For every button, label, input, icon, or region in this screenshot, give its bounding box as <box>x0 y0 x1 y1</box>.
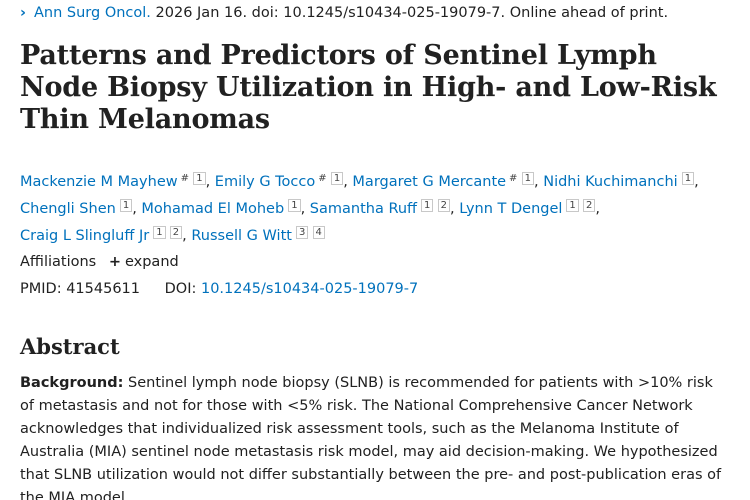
chevron-right-icon[interactable]: › <box>20 5 26 21</box>
author-affiliation-marks[interactable]: 1 <box>287 199 301 212</box>
background-text: Sentinel lymph node biopsy (SLNB) is rec… <box>20 375 722 500</box>
author-item: Russell G Witt 3 4 <box>191 226 325 244</box>
citation-line: › Ann Surg Oncol. 2026 Jan 16. doi: 10.12… <box>20 3 668 23</box>
author-list: Mackenzie M Mayhew # 1, Emily G Tocco # 1,… <box>20 172 699 244</box>
author-item: Craig L Slingluff Jr 1 2 <box>20 226 183 244</box>
author-affiliation-marks[interactable]: # 1 <box>509 172 534 185</box>
author-affiliation-marks[interactable]: 1 2 <box>420 199 450 212</box>
expand-affiliations-button[interactable]: + expand <box>109 254 179 270</box>
author-link[interactable]: Samantha Ruff <box>309 201 418 217</box>
author-link[interactable]: Nidhi Kuchimanchi <box>543 174 678 190</box>
affiliations-row: Affiliations + expand <box>20 252 179 272</box>
author-item: Emily G Tocco # 1 <box>214 172 344 190</box>
author-affiliation-marks[interactable]: # 1 <box>318 172 344 185</box>
abstract-heading: Abstract <box>20 334 120 359</box>
author-affiliation-marks[interactable]: 1 <box>681 172 695 185</box>
pmid-value: 41545611 <box>66 281 141 297</box>
author-affiliation-marks[interactable]: 1 2 <box>565 199 596 212</box>
author-link[interactable]: Mohamad El Moheb <box>141 201 285 217</box>
expand-label: expand <box>124 254 179 270</box>
page-title: Patterns and Predictors of Sentinel Lymp… <box>20 40 717 135</box>
abstract-background: Background: Sentinel lymph node biopsy (… <box>20 372 725 500</box>
author-link[interactable]: Emily G Tocco <box>214 174 316 190</box>
author-item: Lynn T Dengel 1 2 <box>459 199 596 217</box>
author-item: Margaret G Mercante # 1 <box>352 172 534 190</box>
doi-link[interactable]: 10.1245/s10434-025-19079-7 <box>200 281 419 297</box>
journal-link[interactable]: Ann Surg Oncol. <box>34 5 151 21</box>
plus-icon: + <box>108 254 121 270</box>
author-affiliation-marks[interactable]: 1 2 <box>152 226 183 239</box>
author-affiliation-marks[interactable]: 3 4 <box>295 226 325 239</box>
author-affiliation-marks[interactable]: # 1 <box>181 172 206 185</box>
author-item: Mohamad El Moheb 1 <box>141 199 301 217</box>
author-item: Chengli Shen 1 <box>20 199 133 217</box>
author-link[interactable]: Margaret G Mercante <box>352 174 507 190</box>
pmid-label: PMID: <box>20 281 62 297</box>
author-item: Mackenzie M Mayhew # 1 <box>20 172 206 190</box>
author-link[interactable]: Russell G Witt <box>191 228 292 244</box>
doi-label: DOI: <box>164 281 197 297</box>
affiliations-label: Affiliations <box>20 254 97 270</box>
identifiers-row: PMID: 41545611 DOI: 10.1245/s10434-025-1… <box>20 279 418 299</box>
author-link[interactable]: Craig L Slingluff Jr <box>20 228 150 244</box>
author-link[interactable]: Mackenzie M Mayhew <box>20 174 178 190</box>
author-link[interactable]: Lynn T Dengel <box>459 201 563 217</box>
author-affiliation-marks[interactable]: 1 <box>119 199 133 212</box>
author-item: Nidhi Kuchimanchi 1 <box>543 172 695 190</box>
background-label: Background: <box>20 375 124 391</box>
author-item: Samantha Ruff 1 2 <box>309 199 450 217</box>
author-link[interactable]: Chengli Shen <box>20 201 116 217</box>
citation-details: 2026 Jan 16. doi: 10.1245/s10434-025-190… <box>155 5 669 21</box>
